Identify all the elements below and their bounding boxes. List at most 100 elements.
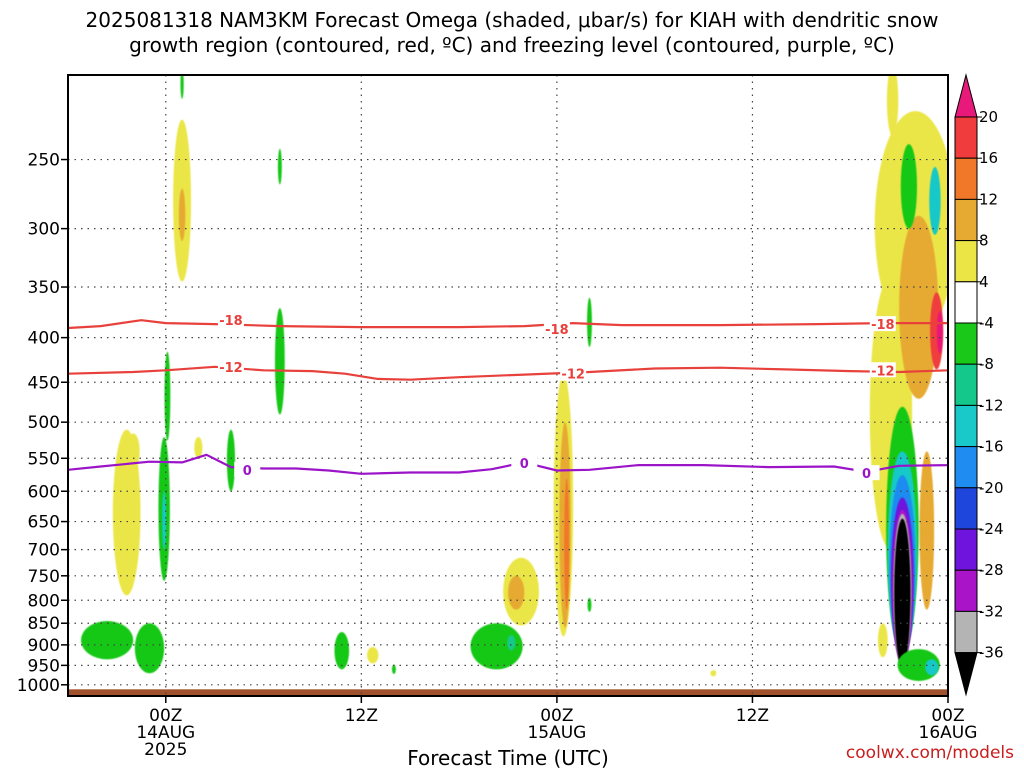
contour-label-bg bbox=[869, 316, 896, 332]
omega-region-neg-4Z bbox=[226, 429, 236, 492]
y-tick-label: 400 bbox=[28, 329, 60, 349]
colorbar-bin--16_to_-12 bbox=[954, 404, 978, 448]
colorbar-bin-12_to_16 bbox=[954, 157, 978, 200]
x-tick-year: 2025 bbox=[144, 740, 187, 760]
y-tick-label: 700 bbox=[28, 541, 60, 561]
x-tick-label: 00Z bbox=[931, 706, 964, 726]
y-tick-label: 800 bbox=[28, 591, 60, 611]
contour-label-bg bbox=[511, 455, 538, 471]
y-tick-label: 650 bbox=[28, 513, 60, 533]
omega-region-pos-2Z-small bbox=[194, 437, 203, 459]
omega-region-neg-12Z-low bbox=[334, 632, 350, 670]
y-tick-label: 850 bbox=[28, 614, 60, 634]
omega-region-neg-20Z-low bbox=[470, 623, 523, 670]
omega-region-neg-7Z bbox=[274, 308, 285, 415]
colorbar-bin--32_to_-28 bbox=[954, 569, 978, 612]
colorbar-bin--36_to_-32 bbox=[954, 610, 978, 654]
x-axis-label: Forecast Time (UTC) bbox=[407, 746, 609, 768]
temperature-contours: -18 -18 -18 -12 -12 -12 0 0 0 bbox=[68, 312, 948, 482]
colorbar-label: -24 bbox=[979, 520, 1004, 538]
omega-region-neg-47Z-teal bbox=[929, 167, 941, 235]
colorbar-bin--8_to_-4 bbox=[954, 322, 978, 365]
colorbar-label: -28 bbox=[979, 561, 1004, 579]
contour-label-bg bbox=[234, 461, 261, 477]
omega-region-neg-lowlevel-1b bbox=[134, 623, 165, 674]
terrain-fill bbox=[68, 689, 948, 696]
omega-region-positive-13Z-upper-core bbox=[178, 188, 186, 242]
colorbar-label: -32 bbox=[979, 602, 1004, 620]
colorbar-label: 16 bbox=[979, 149, 998, 167]
x-tick-date: 16AUG bbox=[919, 723, 978, 743]
omega-region-neg-lowlevel-1 bbox=[81, 620, 134, 660]
colorbar-bin-8_to_12 bbox=[954, 198, 978, 242]
omega-region-neg-45Z-black bbox=[894, 518, 911, 668]
colorbar-label: 20 bbox=[979, 108, 998, 126]
x-tick-label: 12Z bbox=[736, 706, 769, 726]
omega-region-neg-20Z-core bbox=[507, 635, 516, 651]
contour-line--18 bbox=[68, 319, 948, 330]
x-tick-date: 15AUG bbox=[527, 723, 586, 743]
plot-frame bbox=[67, 74, 949, 697]
contour-label-bg bbox=[853, 465, 880, 481]
y-tick-label: 600 bbox=[28, 482, 60, 502]
omega-region-neg-26Z-low bbox=[587, 597, 592, 612]
y-tick-label: 250 bbox=[28, 151, 60, 171]
contour-label: -18 bbox=[545, 323, 569, 338]
omega-region-pos-24Z-col-center bbox=[564, 478, 570, 610]
omega-region-neg-7Z-top bbox=[277, 148, 282, 185]
omega-region-neg-1Z-top bbox=[180, 75, 184, 99]
y-axis: 2503003504004505005506006507007508008509… bbox=[17, 151, 68, 696]
omega-region-pos-44Z-yellow-low bbox=[877, 623, 888, 658]
contour-label-bg bbox=[869, 362, 896, 378]
contour-label: 0 bbox=[520, 457, 529, 472]
contour-label-bg bbox=[560, 365, 587, 381]
colorbar-bin--4_to_4 bbox=[954, 281, 978, 324]
y-tick-label: 900 bbox=[28, 636, 60, 656]
colorbar-bin-16_to_20 bbox=[954, 116, 978, 159]
chart-title-line-2: growth region (contoured, red, ºC) and f… bbox=[129, 33, 895, 57]
chart-title-line-1: 2025081318 NAM3KM Forecast Omega (shaded… bbox=[86, 8, 939, 32]
y-tick-label: 300 bbox=[28, 220, 60, 240]
omega-region-positive-2Z bbox=[112, 429, 141, 596]
contour-label: 0 bbox=[243, 464, 252, 479]
omega-region-pos-12Z-low bbox=[367, 646, 379, 664]
colorbar-label: -36 bbox=[979, 644, 1004, 662]
colorbar-label: -20 bbox=[979, 479, 1004, 497]
y-tick-label: 1000 bbox=[17, 676, 60, 696]
x-tick-date: 14AUG bbox=[136, 723, 195, 743]
omega-region-neg-0Z-upper bbox=[164, 351, 171, 441]
colorbar-label: 12 bbox=[979, 190, 998, 208]
omega-region-pos-36Z-small bbox=[710, 670, 717, 677]
x-tick-label: 00Z bbox=[149, 706, 182, 726]
contour-label: 0 bbox=[862, 467, 871, 482]
colorbar-bottom-arrow bbox=[954, 652, 978, 697]
contour-label: -12 bbox=[561, 368, 585, 383]
credit-text[interactable]: coolwx.com/models bbox=[846, 743, 1014, 763]
colorbar-label: -12 bbox=[979, 396, 1004, 414]
omega-region-neg-26Z-upper bbox=[587, 297, 592, 347]
omega-region-neg-47Z-lowteal bbox=[925, 659, 939, 676]
x-tick-label: 00Z bbox=[540, 706, 573, 726]
omega-region-pos-46Z-magenta bbox=[936, 311, 943, 354]
omega-shading bbox=[81, 75, 948, 681]
colorbar-bin-4_to_8 bbox=[954, 240, 978, 283]
omega-region-pos-46Z-lowcol bbox=[919, 451, 935, 610]
y-tick-label: 450 bbox=[28, 373, 60, 393]
omega-region-pos-45Z-top bbox=[886, 75, 899, 137]
contour-label-bg bbox=[217, 358, 244, 374]
y-tick-label: 950 bbox=[28, 656, 60, 676]
colorbar-bin--28_to_-24 bbox=[954, 528, 978, 571]
plot-area: -18 -18 -18 -12 -12 -12 0 0 0 250 300 350 400 450 500… bbox=[17, 74, 977, 760]
x-tick-label: 12Z bbox=[345, 706, 378, 726]
contour-label: -12 bbox=[871, 364, 895, 379]
omega-region-positive-2Z-upper bbox=[126, 433, 140, 469]
colorbar-label: 8 bbox=[979, 232, 989, 250]
omega-region-pos-22Z-core bbox=[507, 575, 525, 610]
terrain-strip bbox=[68, 689, 948, 696]
colorbar: 20 16 12 8 4 -4 -8 -12 -16 -20 -24 -28 -32 -36 bbox=[954, 73, 1004, 697]
colorbar-label: -8 bbox=[979, 355, 994, 373]
contour-label-bg bbox=[217, 312, 244, 328]
colorbar-label: -4 bbox=[979, 314, 994, 332]
